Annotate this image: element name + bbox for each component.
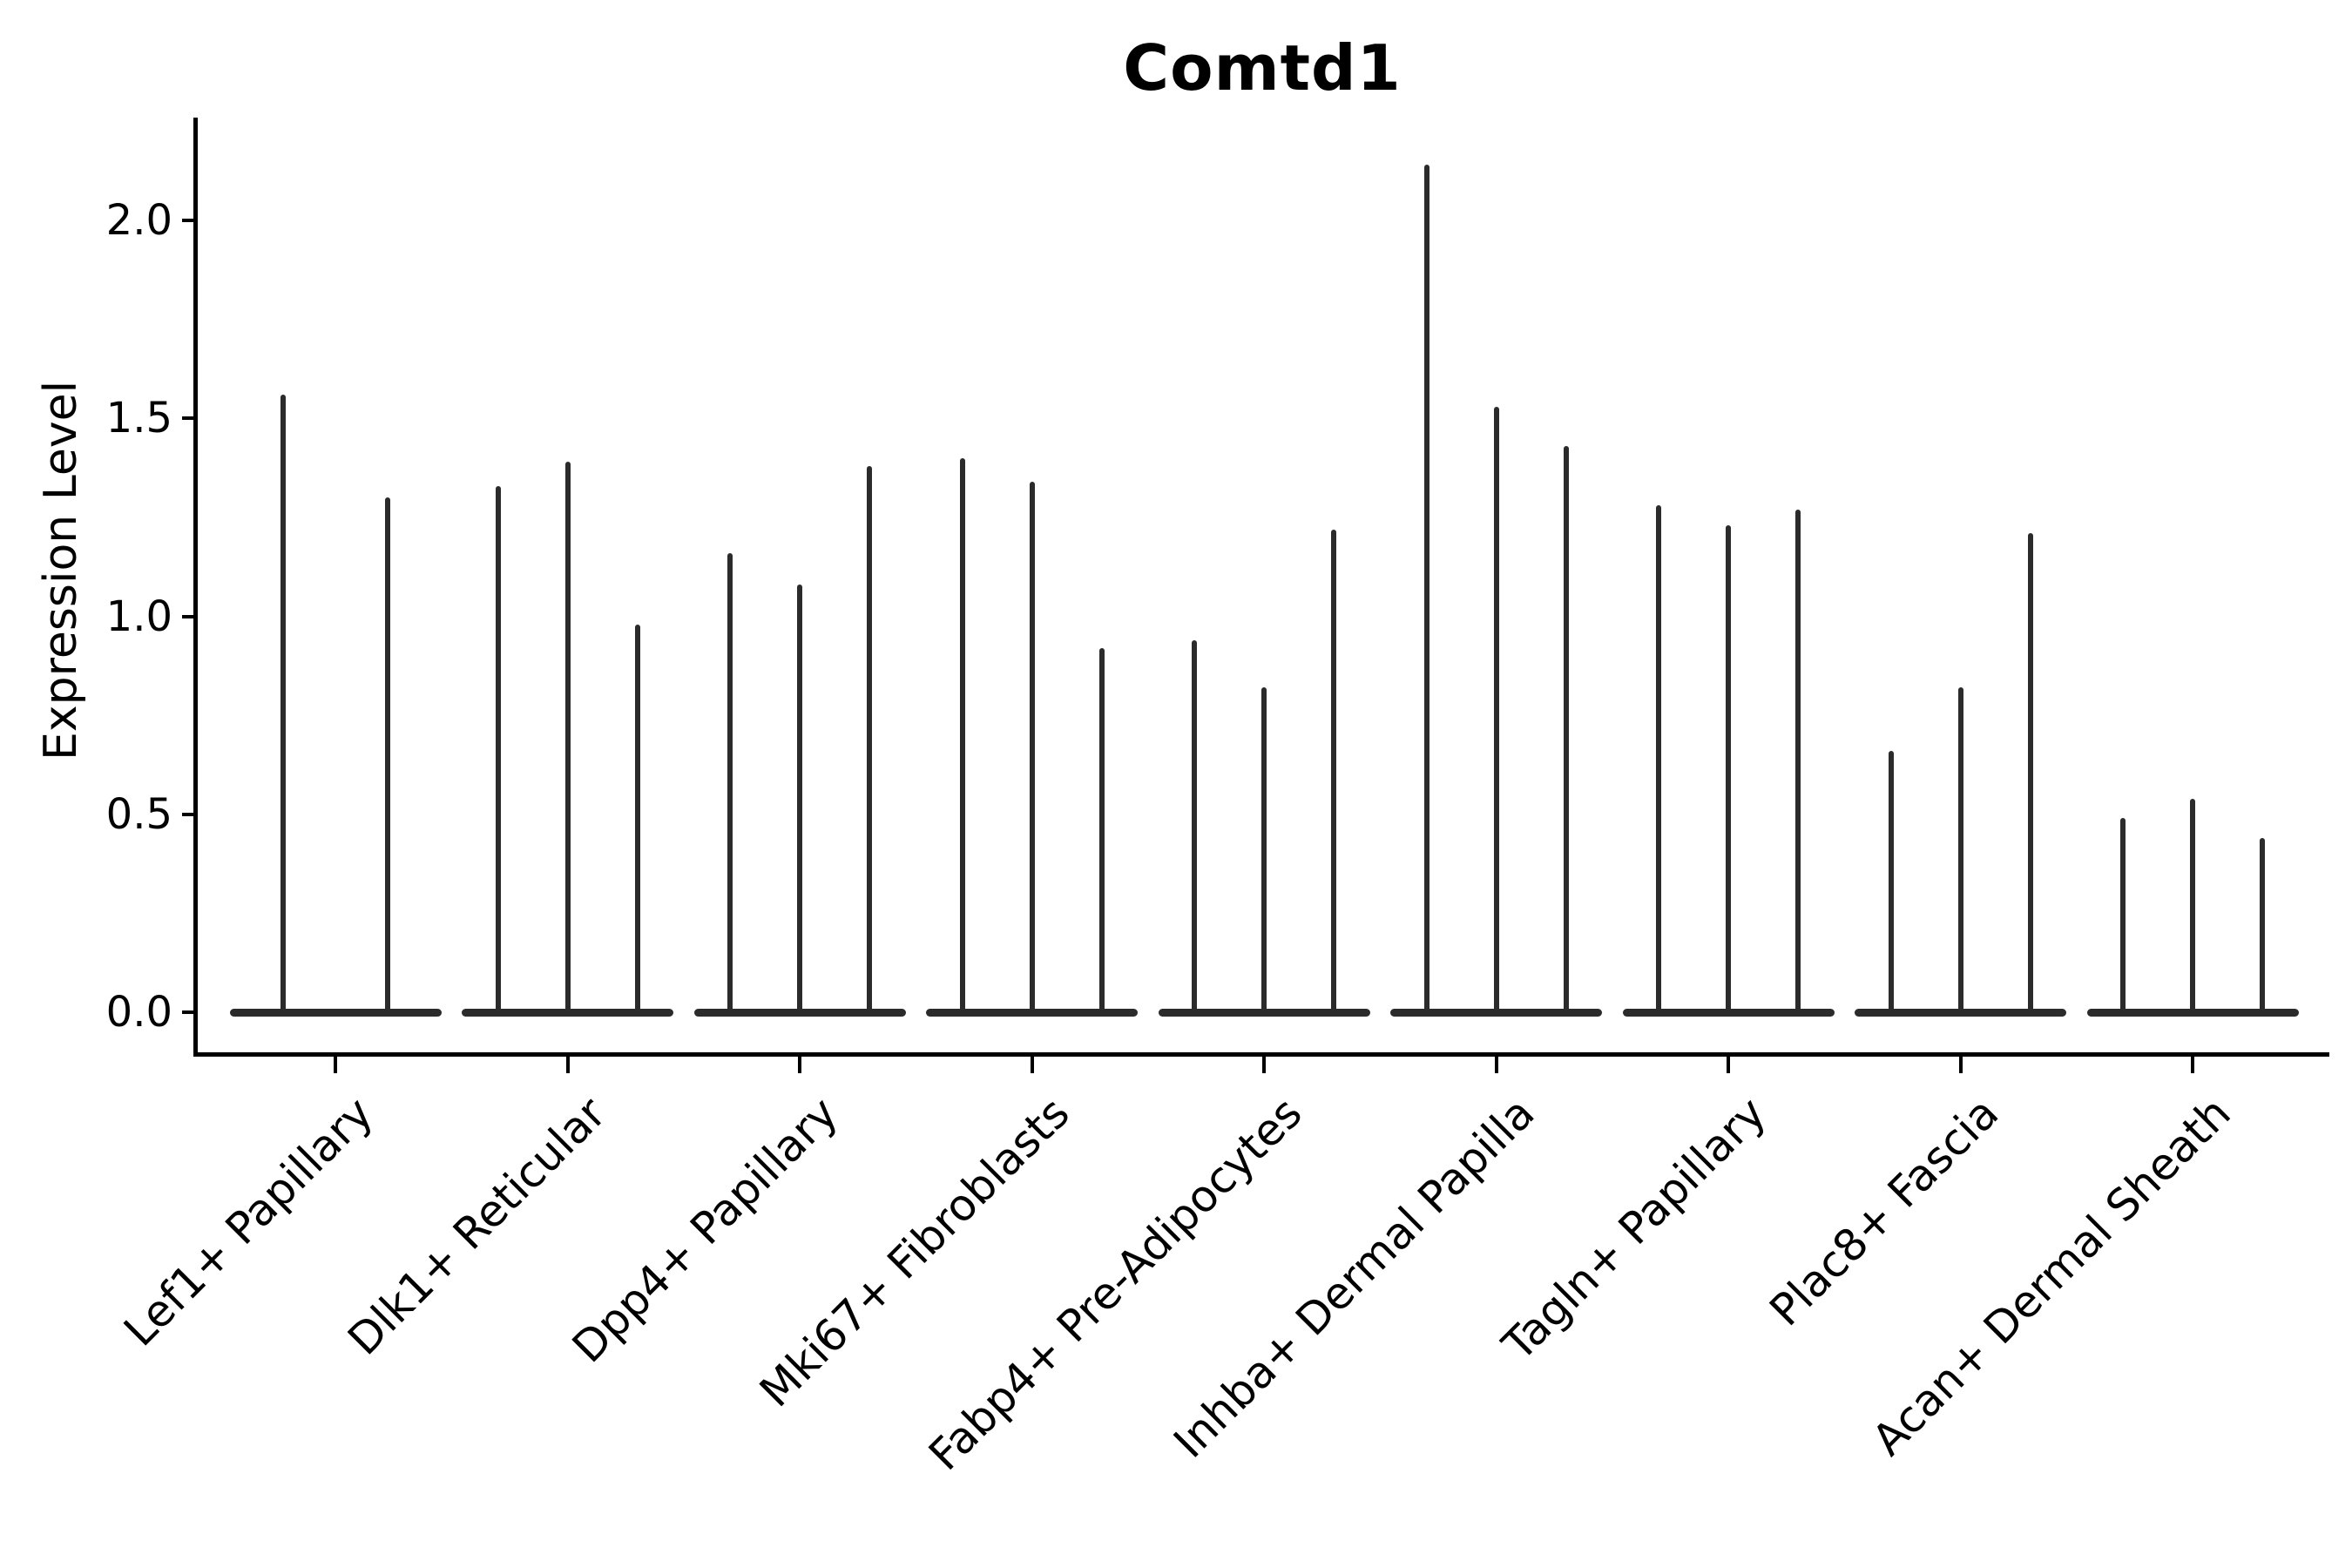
violin-needle [1726,524,1731,1012]
x-tick [1262,1056,1266,1073]
y-tick-label: 0.0 [105,988,172,1037]
y-tick [182,219,194,222]
violin-needle [1331,529,1336,1012]
y-tick [182,812,194,816]
y-tick [182,614,194,618]
x-tick-label: Dlk1+ Reticular [337,1087,616,1365]
x-axis-spine [193,1052,2329,1057]
x-tick [334,1056,337,1073]
violin-needle [1957,687,1963,1012]
x-tick [1958,1056,1963,1073]
y-tick-label: 1.0 [105,591,172,641]
violin-needle [634,624,640,1012]
violin-needle [1029,481,1035,1012]
violin-needle [1261,687,1267,1012]
violin-base [1622,1009,1835,1017]
y-tick-label: 0.5 [105,789,172,839]
violin-needle [495,485,501,1012]
violin-base [2086,1009,2299,1017]
violin-needle [727,552,733,1012]
x-tick [565,1056,570,1073]
y-tick-label: 2.0 [105,196,172,245]
x-tick-label: Fabp4+ Pre-Adipocytes [919,1087,1312,1481]
violin-needle [2260,838,2265,1012]
violin-needle [797,585,802,1012]
violin-needle [1563,446,1569,1012]
violin-needle [280,394,286,1012]
x-tick [798,1056,801,1073]
violin-needle [1795,509,1801,1012]
x-tick [1494,1056,1498,1073]
violin-base [229,1009,442,1017]
violin-base [693,1009,906,1017]
violin-needle [1656,505,1661,1012]
violin-needle [1493,406,1499,1012]
x-tick-label: Lef1+ Papillary [114,1087,383,1356]
x-tick [1727,1056,1730,1073]
violin-needle [2027,533,2033,1012]
x-tick [2191,1056,2194,1073]
violin-needle [1098,647,1105,1012]
violin-needle [2190,798,2195,1012]
violin-base [1390,1009,1602,1017]
y-axis-spine [193,118,198,1056]
violin-needle [1423,165,1429,1012]
violin-needle [867,465,872,1012]
violin-base [462,1009,673,1017]
x-tick-label: Plac8+ Fascia [1760,1087,2009,1336]
violin-base [926,1009,1138,1017]
violin-needle [959,457,965,1012]
y-tick-label: 1.5 [105,394,172,443]
violin-base [1158,1009,1370,1017]
violin-needle [564,462,571,1012]
violin-needle [1192,639,1197,1012]
y-tick [182,416,194,421]
violin-base [1855,1009,2066,1017]
violin-needle [2120,818,2126,1012]
violin-needle [1888,751,1894,1012]
x-tick [1030,1056,1034,1073]
chart-title: Comtd1 [1123,31,1402,105]
violin-needle [385,497,390,1012]
y-tick [182,1010,194,1014]
